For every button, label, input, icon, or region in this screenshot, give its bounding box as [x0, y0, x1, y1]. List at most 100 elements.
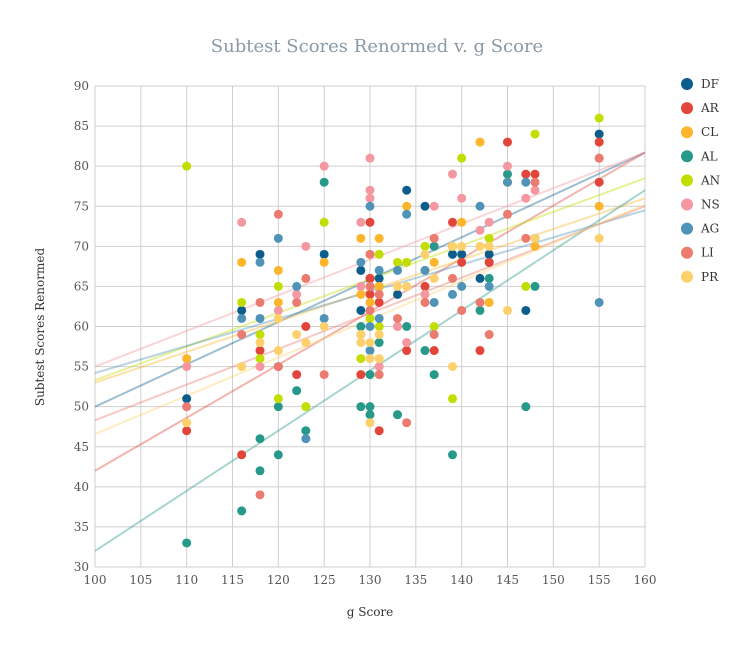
point-al — [475, 305, 485, 315]
point-df — [475, 273, 485, 283]
point-ar — [530, 169, 540, 179]
trendline-ns — [94, 151, 646, 368]
point-ar — [374, 297, 384, 307]
point-li — [393, 313, 402, 323]
legend-marker-ns — [681, 198, 693, 211]
legend-label-ag: AG — [700, 222, 719, 236]
point-ag — [503, 177, 512, 187]
point-df — [457, 249, 467, 259]
point-an — [484, 233, 494, 243]
point-li — [475, 297, 485, 307]
point-an — [530, 129, 540, 139]
x-tick-label: 145 — [496, 573, 519, 587]
y-tick-label: 45 — [74, 440, 89, 454]
point-ar — [457, 257, 467, 267]
legend-label-an: AN — [700, 173, 720, 187]
x-tick-label: 155 — [588, 573, 611, 587]
point-an — [457, 153, 467, 163]
point-df — [484, 249, 494, 259]
point-ar — [301, 322, 311, 331]
point-ag — [319, 313, 329, 323]
point-al — [402, 322, 412, 331]
point-ar — [365, 289, 375, 299]
point-ag — [448, 289, 457, 299]
point-li — [429, 330, 439, 340]
point-al — [365, 410, 375, 420]
point-an — [402, 257, 412, 267]
point-ns — [448, 169, 457, 179]
point-pr — [457, 241, 467, 251]
legend-marker-pr — [681, 270, 693, 283]
point-pr — [365, 338, 375, 348]
x-tick-label: 120 — [267, 573, 290, 587]
point-al — [420, 346, 430, 356]
point-pr — [374, 330, 384, 340]
point-ar — [374, 426, 384, 436]
point-al — [521, 402, 531, 412]
point-pr — [448, 362, 457, 372]
point-an — [356, 354, 366, 364]
point-pr — [503, 305, 512, 315]
point-an — [521, 281, 531, 291]
point-ar — [182, 426, 192, 436]
y-tick-label: 65 — [74, 279, 89, 293]
point-cl — [182, 354, 192, 364]
point-ns — [365, 185, 375, 195]
x-tick-label: 160 — [634, 573, 657, 587]
x-tick-label: 100 — [84, 573, 107, 587]
point-li — [301, 273, 311, 283]
point-ag — [475, 201, 485, 211]
point-ag — [393, 265, 402, 275]
point-pr — [237, 362, 247, 372]
y-tick-label: 30 — [74, 560, 89, 574]
point-al — [530, 281, 540, 291]
legend-marker-df — [681, 78, 693, 90]
point-ar — [402, 346, 412, 356]
point-pr — [402, 281, 412, 291]
point-pr — [530, 233, 540, 243]
legend-marker-ar — [681, 102, 693, 115]
point-ar — [429, 346, 439, 356]
point-ns — [319, 161, 329, 171]
point-cl — [356, 289, 366, 299]
point-al — [273, 402, 283, 412]
point-pr — [365, 354, 375, 364]
point-ar — [448, 217, 457, 227]
point-ag — [292, 281, 302, 291]
x-tick-label: 105 — [129, 573, 152, 587]
point-pr — [292, 330, 302, 340]
point-pr — [484, 241, 494, 251]
x-tick-label: 140 — [450, 573, 473, 587]
point-pr — [365, 418, 375, 428]
point-ns — [457, 193, 467, 203]
point-pr — [393, 281, 402, 291]
point-an — [420, 241, 430, 251]
point-ns — [356, 281, 366, 291]
point-li — [273, 362, 283, 372]
point-ag — [594, 297, 604, 307]
point-ar — [484, 257, 494, 267]
point-ag — [255, 313, 265, 323]
point-li — [182, 402, 192, 412]
point-ar — [503, 137, 512, 147]
point-an — [237, 297, 247, 307]
point-ag — [484, 281, 494, 291]
y-axis-ticks: 30 35 40 45 50 55 60 65 70 75 80 85 90 — [74, 79, 89, 574]
point-an — [365, 313, 375, 323]
x-tick-label: 115 — [221, 573, 244, 587]
point-ag — [255, 257, 265, 267]
point-li — [448, 273, 457, 283]
point-ar — [365, 273, 375, 283]
point-al — [237, 506, 247, 516]
point-cl — [374, 281, 384, 291]
point-ag — [356, 257, 366, 267]
point-pr — [319, 322, 329, 331]
point-cl — [356, 233, 366, 243]
point-cl — [273, 297, 283, 307]
point-pr — [420, 249, 430, 259]
point-al — [374, 338, 384, 348]
point-pr — [429, 273, 439, 283]
legend-label-ar: AR — [700, 101, 720, 115]
point-al — [255, 434, 265, 444]
point-ag — [429, 297, 439, 307]
